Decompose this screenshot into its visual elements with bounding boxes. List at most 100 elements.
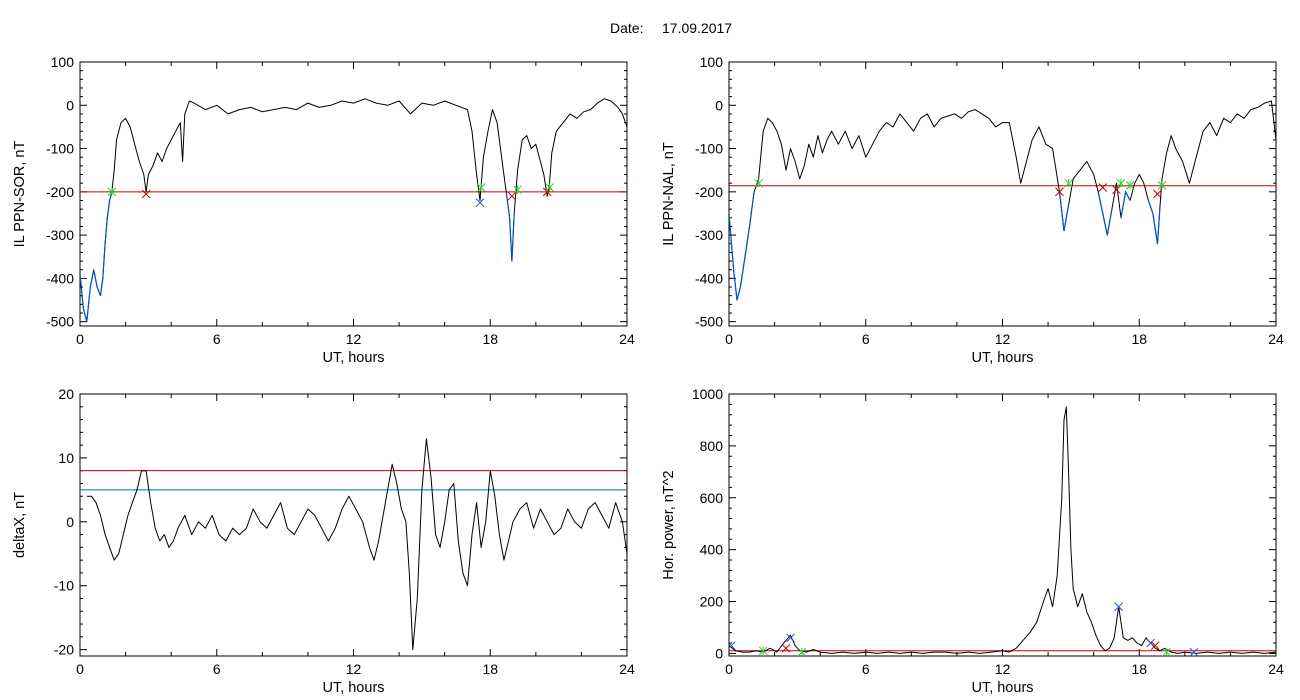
y-tick-label: -100 (46, 141, 74, 157)
y-tick-label: -500 (695, 314, 723, 330)
x-tick-label: 12 (346, 661, 362, 677)
y-axis-label: IL PPN-SOR, nT (12, 141, 28, 248)
data-line-series (729, 406, 1276, 654)
y-tick-label: -100 (695, 141, 723, 157)
x-tick-label: 6 (862, 661, 870, 677)
x-axis-label: UT, hours (322, 350, 384, 366)
date-label: Date: (610, 20, 643, 36)
y-tick-label: -400 (695, 270, 723, 286)
x-tick-label: 18 (1131, 661, 1147, 677)
event-marker-red (141, 189, 151, 199)
below-threshold-segment (1097, 191, 1113, 236)
data-line-series (80, 98, 627, 323)
x-tick-label: 24 (619, 661, 635, 677)
x-tick-label: 24 (619, 331, 635, 347)
x-tick-label: 6 (862, 331, 870, 347)
below-threshold-segment (1058, 191, 1070, 231)
x-axis-label: UT, hours (971, 680, 1033, 696)
below-threshold-segment (80, 191, 113, 322)
plot-frame (728, 393, 1277, 657)
event-marker-red (1112, 185, 1121, 195)
event-marker-blue (1114, 602, 1124, 612)
event-marker-blue (1189, 647, 1199, 656)
y-tick-label: 1000 (692, 386, 723, 402)
x-tick-label: 0 (76, 331, 84, 347)
y-tick-label: -500 (46, 314, 74, 330)
x-tick-label: 18 (482, 331, 498, 347)
data-line-series (729, 100, 1276, 301)
y-tick-label: -10 (54, 578, 74, 594)
x-tick-label: 0 (725, 331, 733, 347)
y-axis-label: Hor. power, nT^2 (661, 470, 677, 579)
y-tick-label: -20 (54, 642, 74, 658)
chart-panel-bottom-right: 0 6 12 18 24 1000 800 600 400 200 0 UT, hours Hor. p… (661, 386, 1284, 696)
x-tick-label: 6 (213, 331, 221, 347)
event-marker-green (107, 187, 117, 197)
event-marker-red (1098, 183, 1108, 192)
chart-panel-bottom-left: 0 6 12 18 24 20 10 0 -10 -20 UT, hours deltaX, nT (12, 386, 635, 696)
y-tick-label: 800 (700, 438, 724, 454)
x-tick-label: 18 (1131, 331, 1147, 347)
event-marker-blue (729, 641, 736, 650)
event-marker-green (513, 185, 522, 195)
y-axis-label: deltaX, nT (12, 492, 28, 558)
x-axis-label: UT, hours (322, 680, 384, 696)
event-marker-green (754, 178, 763, 188)
y-tick-label: 0 (715, 645, 723, 661)
event-marker-red (507, 191, 517, 201)
y-axis-label: IL PPN-NAL, nT (661, 142, 677, 246)
event-marker-red (1055, 187, 1064, 197)
x-tick-label: 12 (995, 331, 1011, 347)
x-tick-label: 12 (995, 661, 1011, 677)
plot-frame (79, 393, 628, 657)
event-marker-green (797, 647, 807, 656)
y-tick-label: 0 (66, 97, 74, 113)
y-tick-label: 100 (51, 54, 75, 70)
event-marker-red (1150, 641, 1160, 650)
x-axis-label: UT, hours (971, 350, 1033, 366)
event-marker-green (1064, 178, 1073, 188)
below-threshold-segment (1147, 200, 1161, 244)
y-tick-label: -400 (46, 270, 74, 286)
y-tick-label: 400 (700, 542, 724, 558)
event-marker-green (758, 646, 768, 656)
event-marker-green (1157, 180, 1167, 190)
x-tick-label: 6 (213, 661, 221, 677)
below-threshold-segment (1120, 189, 1131, 218)
x-tick-label: 24 (1268, 331, 1284, 347)
event-marker-red (1153, 189, 1162, 199)
y-tick-label: 200 (700, 594, 724, 610)
y-tick-label: 600 (700, 490, 724, 506)
plot-frame (728, 61, 1277, 327)
event-marker-green (545, 183, 554, 192)
event-marker-blue (786, 633, 795, 643)
event-marker-green (476, 183, 486, 192)
below-threshold-segment (729, 191, 755, 301)
y-tick-label: 0 (66, 514, 74, 530)
event-marker-blue (1146, 638, 1155, 648)
y-tick-label: 100 (700, 54, 724, 70)
x-tick-label: 18 (482, 661, 498, 677)
y-tick-label: -300 (695, 227, 723, 243)
y-tick-label: -300 (46, 227, 74, 243)
event-marker-red (781, 643, 791, 653)
x-tick-label: 24 (1268, 661, 1284, 677)
x-tick-label: 0 (725, 661, 733, 677)
date-value: 17.09.2017 (662, 20, 732, 36)
y-tick-label: 20 (58, 386, 74, 402)
y-tick-label: -200 (46, 184, 74, 200)
chart-panel-top-left: 0 6 12 18 24 100 0 -100 -200 -300 -400 -500 UT, hour… (12, 54, 635, 366)
x-tick-label: 12 (346, 331, 362, 347)
event-marker-green (1162, 647, 1171, 656)
y-tick-label: 10 (58, 450, 74, 466)
event-marker-green (1116, 178, 1126, 188)
event-marker-blue (475, 198, 485, 208)
data-line-series (86, 438, 627, 651)
chart-panel-top-right: 0 6 12 18 24 100 0 -100 -200 -300 -400 -500 UT, hour… (661, 54, 1284, 366)
y-tick-label: -200 (695, 184, 723, 200)
y-tick-label: 0 (715, 97, 723, 113)
x-tick-label: 0 (76, 661, 84, 677)
event-marker-green (1125, 180, 1135, 190)
below-threshold-segment (505, 191, 515, 262)
